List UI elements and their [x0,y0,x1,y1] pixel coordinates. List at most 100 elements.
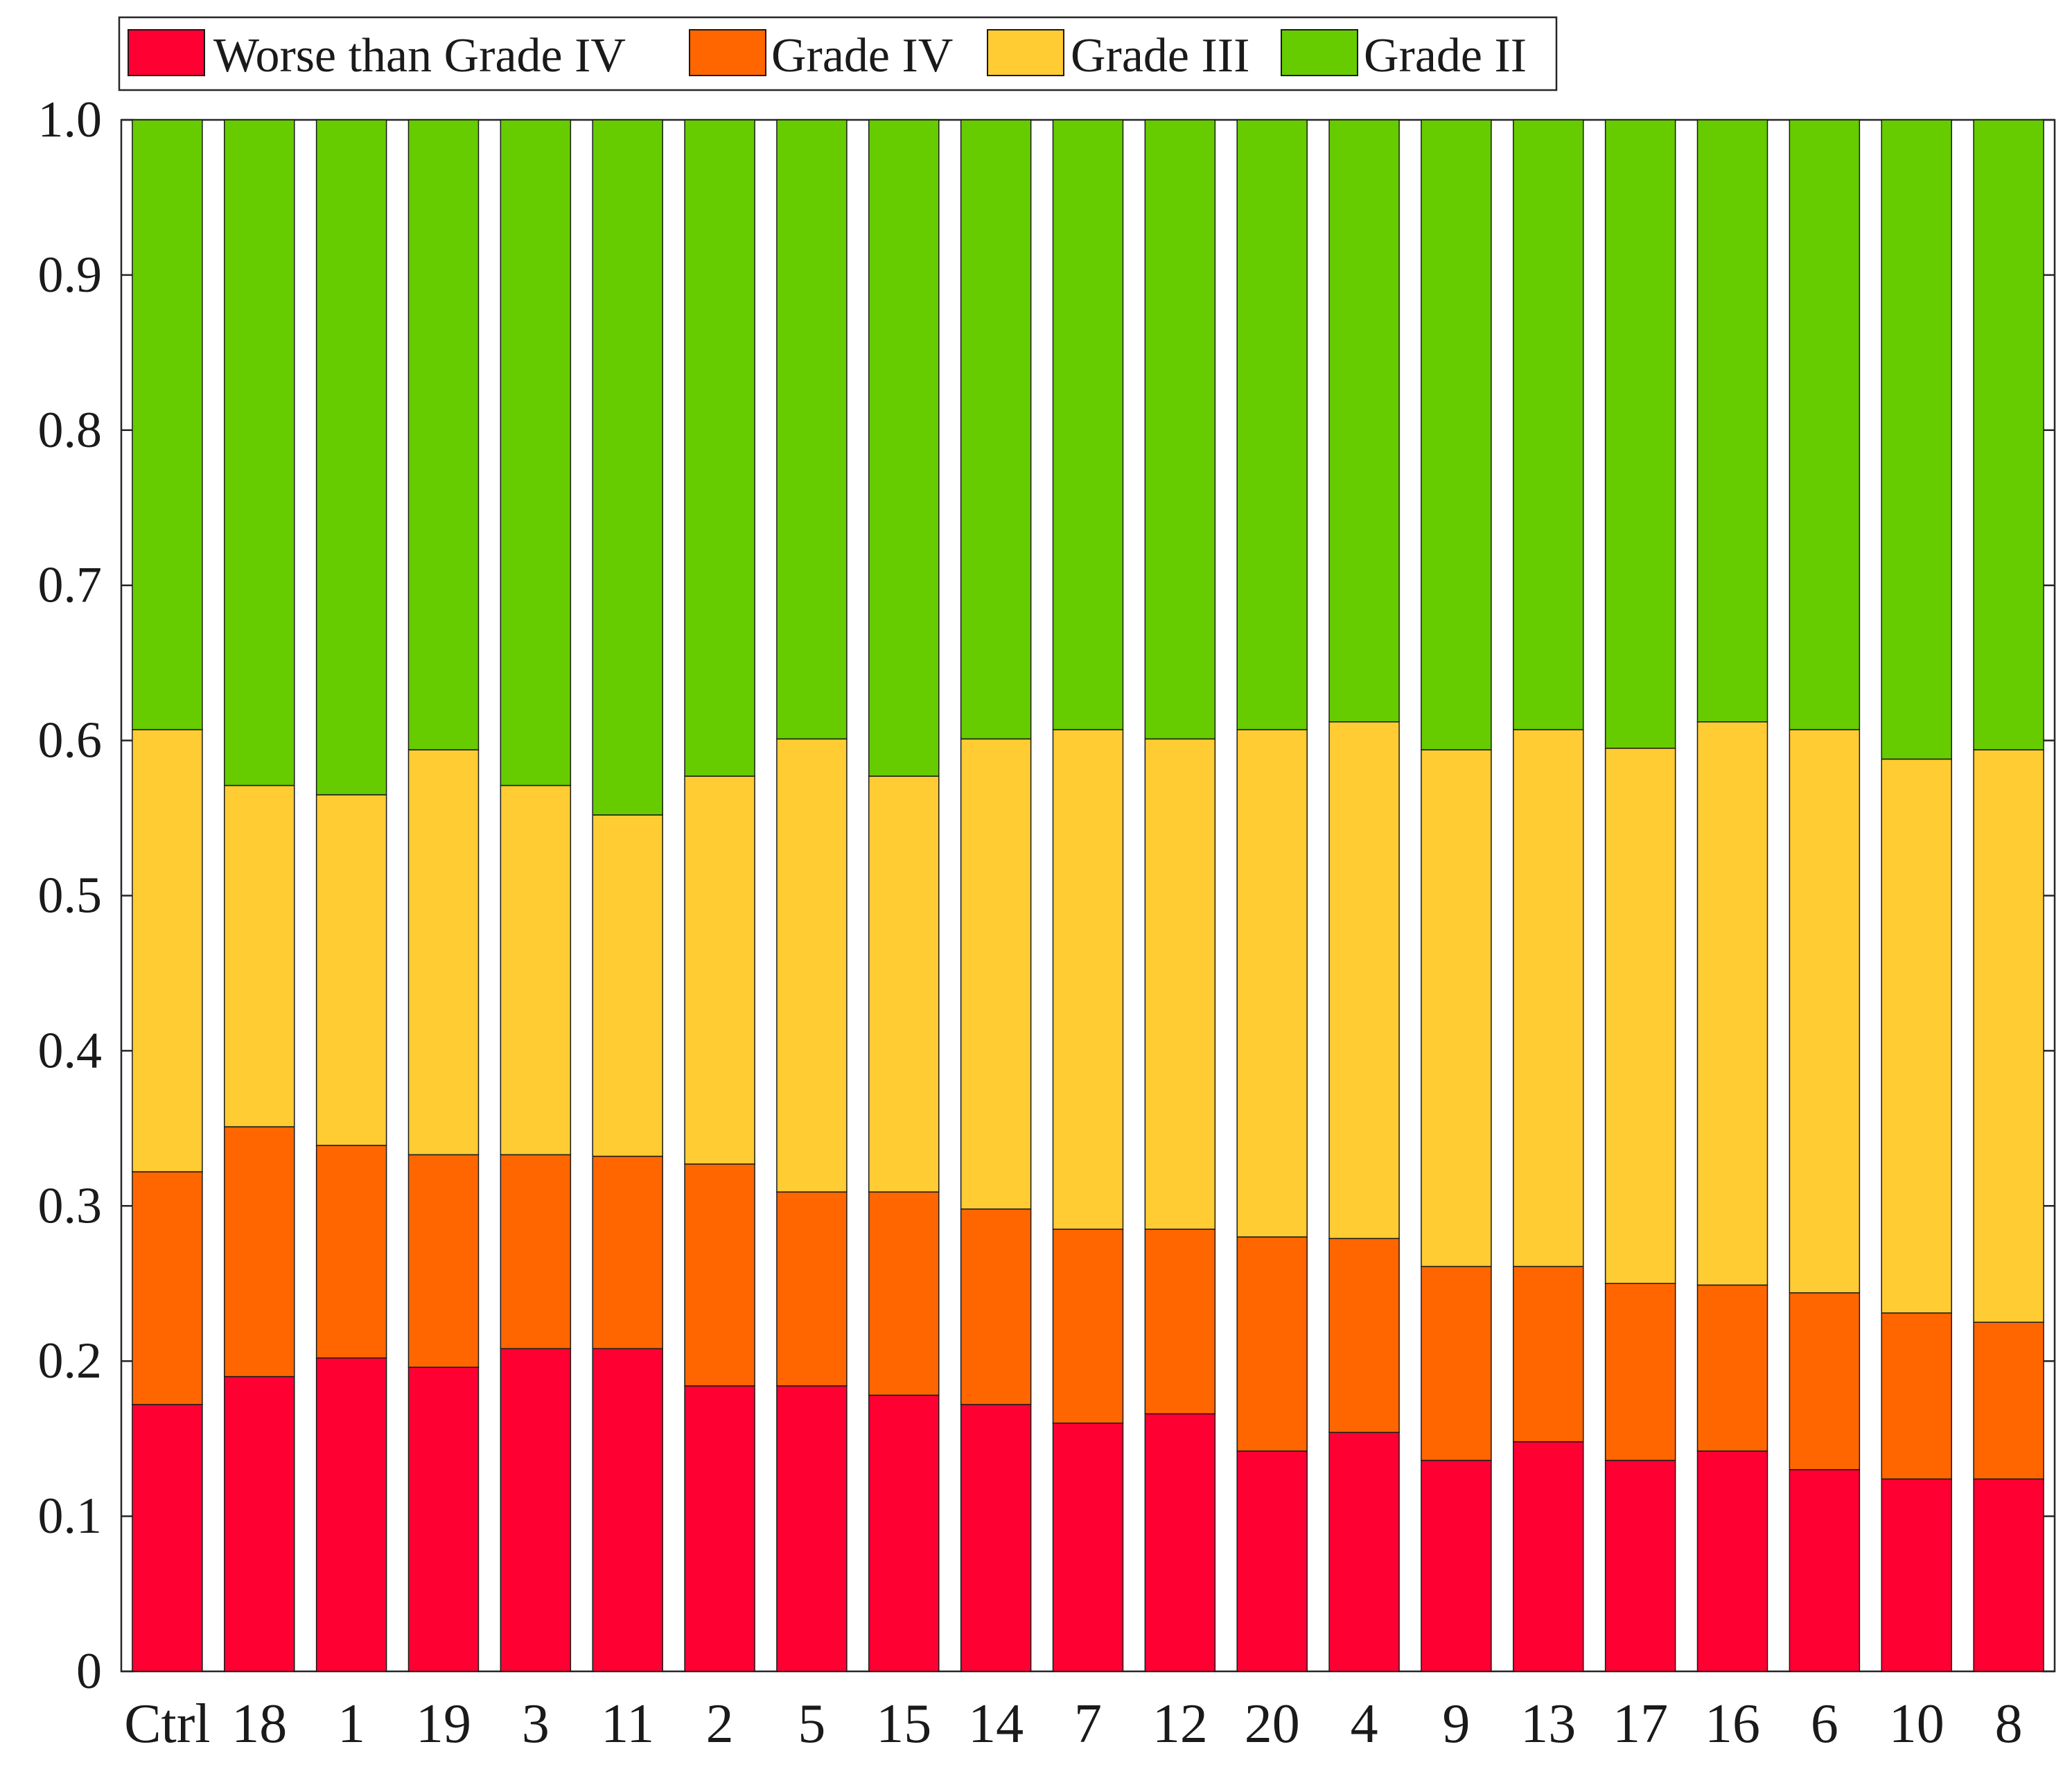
bar-segment-19-2 [407,749,480,1156]
bar-segment-18-3 [224,119,295,786]
bar-segment-4-0 [1328,1432,1400,1672]
bar-segment-8-3 [1973,119,2044,750]
x-tick-label: 10 [1889,1694,1944,1755]
y-tick-label: 0.6 [38,712,103,769]
legend-swatch [1281,29,1358,76]
legend-label: Grade III [1071,29,1249,82]
bar-segment-Ctrl-1 [132,1171,203,1405]
x-tick-label: 1 [337,1694,365,1755]
y-tick-label: 0.2 [38,1333,103,1389]
bar-segment-14-3 [960,119,1032,740]
bar-segment-6-3 [1789,119,1861,730]
bar-segment-4-3 [1328,119,1400,723]
bar-segment-20-1 [1236,1236,1308,1452]
bar-segment-1-2 [315,794,387,1146]
y-tick-label: 0.5 [38,868,103,924]
y-tick-label: 0 [76,1643,102,1700]
bar-segment-15-0 [868,1394,940,1672]
bar-segment-14-0 [960,1404,1032,1672]
bar-segment-2-3 [684,119,755,777]
legend-label: Worse than Grade IV [213,29,626,82]
y-tick-label: 0.4 [38,1022,103,1079]
bar-segment-16-3 [1696,119,1768,723]
bar-segment-19-0 [407,1366,480,1672]
bar-segment-12-0 [1144,1413,1216,1672]
bar-segment-13-0 [1513,1441,1584,1672]
bar-segment-4-1 [1328,1238,1400,1433]
bar-segment-12-1 [1144,1229,1216,1415]
bar-segment-11-2 [592,814,663,1157]
bar-segment-20-2 [1236,729,1308,1238]
bar-segment-20-0 [1236,1450,1308,1672]
bar-segment-10-3 [1881,119,1952,760]
bar-segment-3-1 [500,1154,572,1350]
x-tick-label: 11 [601,1694,654,1755]
bar-segment-16-2 [1696,721,1768,1286]
bar-segment-19-3 [407,119,480,750]
x-tick-label: 15 [876,1694,931,1755]
bar-segment-7-3 [1052,119,1124,730]
bar-segment-5-0 [776,1385,848,1672]
bar-segment-11-1 [592,1155,663,1350]
bar-segment-14-1 [960,1208,1032,1405]
y-tick-label: 1.0 [38,91,103,148]
legend-label: Grade IV [771,29,953,82]
x-tick-label: 16 [1705,1694,1760,1755]
bar-segment-1-3 [315,119,387,795]
legend: Worse than Grade IV Grade IV Grade III Grad… [118,16,1558,91]
bar-segment-Ctrl-2 [132,729,203,1172]
bar-segment-15-1 [868,1191,940,1396]
bar-segment-20-3 [1236,119,1308,730]
bar-segment-5-1 [776,1191,848,1387]
bar-segment-3-0 [500,1348,572,1672]
legend-swatch [689,29,766,76]
bar-segment-9-2 [1421,749,1492,1267]
legend-label: Grade II [1364,29,1527,82]
bar-segment-13-3 [1513,119,1584,730]
bar-segment-13-1 [1513,1265,1584,1443]
y-tick-label: 0.8 [38,402,103,459]
bar-segment-3-3 [500,119,572,786]
bar-segment-8-1 [1973,1321,2044,1480]
bar-segment-9-1 [1421,1265,1492,1461]
bar-segment-3-2 [500,784,572,1156]
x-tick-label: 18 [231,1694,287,1755]
y-tick-label: 0.9 [38,247,103,304]
bar-segment-18-2 [224,784,295,1127]
bar-segment-6-0 [1789,1469,1861,1672]
bar-segment-7-2 [1052,729,1124,1230]
bar-segment-6-1 [1789,1292,1861,1470]
x-tick-label: 9 [1442,1694,1470,1755]
bar-segment-1-1 [315,1145,387,1359]
bar-segment-15-3 [868,119,940,777]
bar-segment-11-0 [592,1348,663,1672]
bar-segment-5-3 [776,119,848,740]
bar-segment-17-1 [1604,1283,1676,1461]
bar-segment-17-3 [1604,119,1676,749]
bar-segment-4-2 [1328,721,1400,1240]
bar-segment-7-0 [1052,1423,1124,1672]
bar-segment-8-0 [1973,1478,2044,1672]
bar-segment-11-3 [592,119,663,816]
y-tick-label: 0.3 [38,1177,103,1234]
x-tick-label: 20 [1245,1694,1300,1755]
x-tick-label: 5 [798,1694,825,1755]
legend-swatch [987,29,1064,76]
x-tick-label: Ctrl [124,1694,210,1755]
bar-segment-13-2 [1513,729,1584,1267]
x-tick-label: 8 [1995,1694,2023,1755]
x-tick-label: 13 [1520,1694,1576,1755]
bar-segment-12-2 [1144,738,1216,1230]
bar-segment-17-2 [1604,748,1676,1285]
bar-segment-10-1 [1881,1312,1952,1480]
bar-segment-12-3 [1144,119,1216,740]
bar-segment-6-2 [1789,729,1861,1294]
bar-segment-9-3 [1421,119,1492,750]
bar-segment-2-1 [684,1163,755,1387]
x-tick-label: 4 [1351,1694,1378,1755]
bar-segment-14-2 [960,738,1032,1210]
bar-segment-18-0 [224,1375,295,1672]
x-tick-label: 12 [1152,1694,1208,1755]
